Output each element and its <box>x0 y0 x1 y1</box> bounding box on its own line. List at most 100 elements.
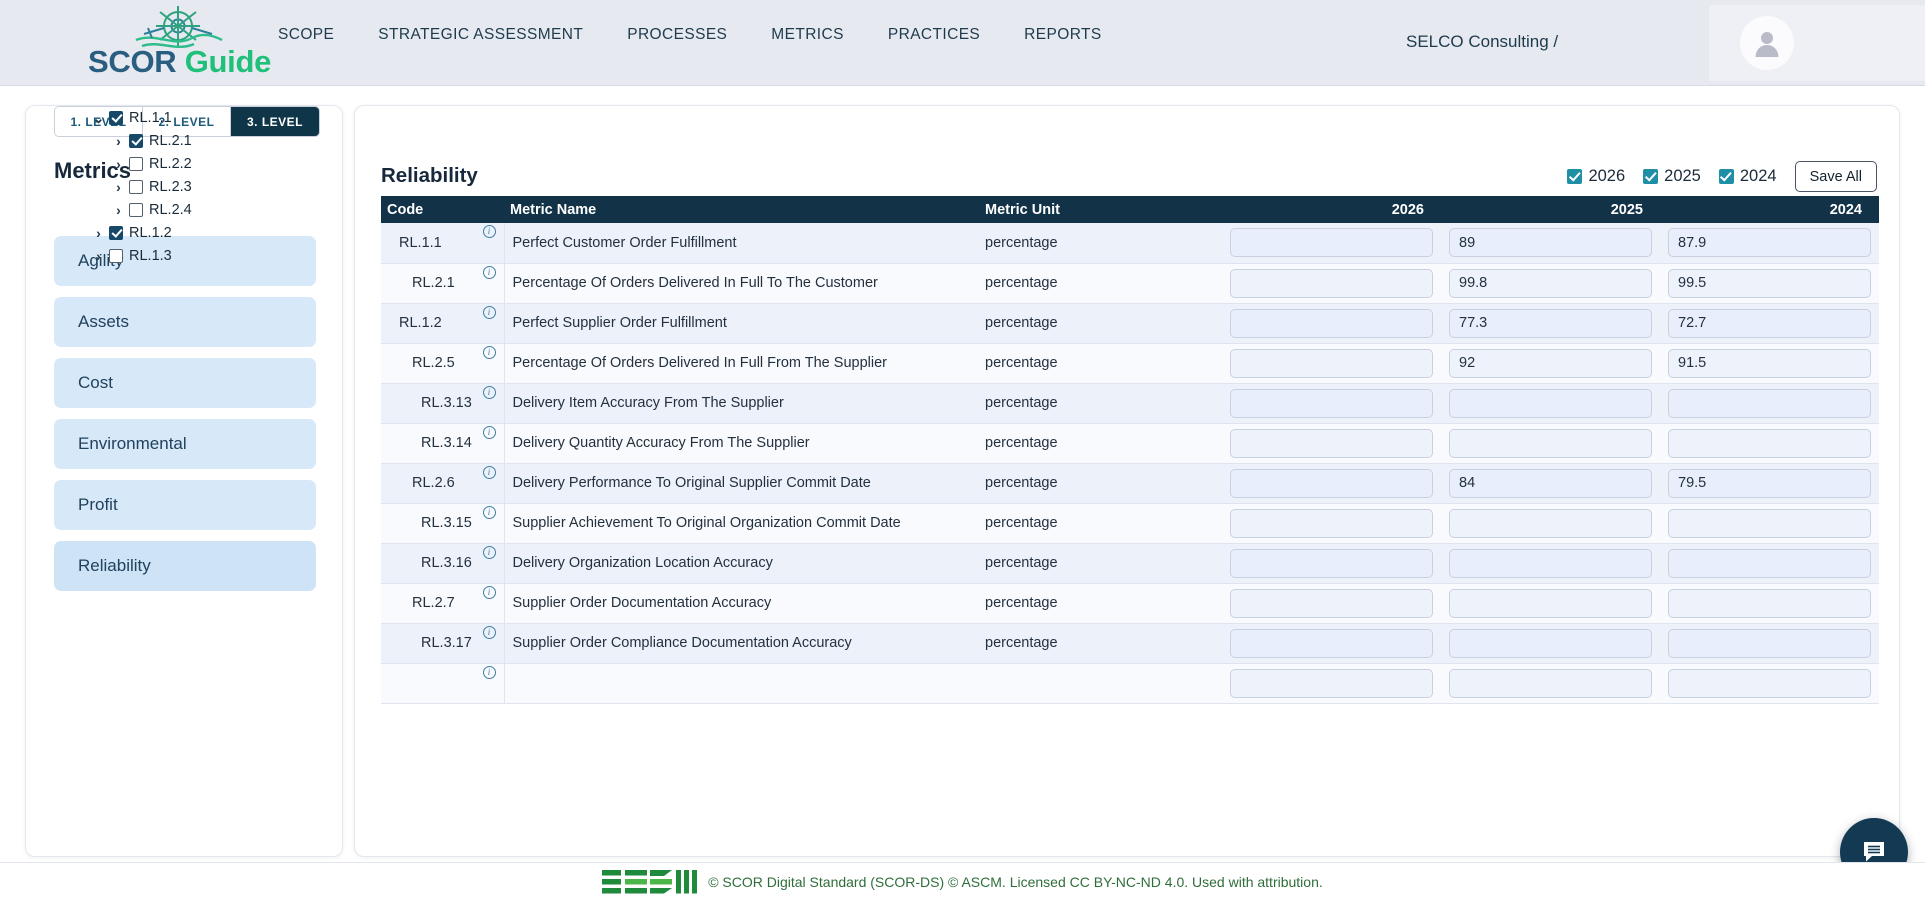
value-input-2026[interactable] <box>1230 428 1433 458</box>
info-icon[interactable]: i <box>482 545 496 559</box>
year-filter-2025[interactable]: 2025 <box>1643 167 1701 186</box>
value-input-2025[interactable] <box>1449 388 1652 418</box>
tree-item-rl-2-1[interactable]: › RL.2.1 <box>72 129 322 152</box>
tree-item-rl-2-4[interactable]: › RL.2.4 <box>72 198 322 221</box>
value-input-2026[interactable] <box>1230 468 1433 498</box>
value-input-2026[interactable] <box>1230 628 1433 658</box>
value-input-2025[interactable] <box>1449 668 1652 698</box>
sidebar-item-agility[interactable]: Agility <box>54 236 316 286</box>
table-row[interactable]: RL.3.13 i Delivery Item Accuracy From The … <box>381 383 1879 424</box>
info-icon[interactable]: i <box>482 345 496 359</box>
save-all-button[interactable]: Save All <box>1794 161 1877 192</box>
tree-checkbox-rl-2-1[interactable] <box>129 133 143 148</box>
value-input-2024[interactable] <box>1668 268 1871 298</box>
nav-scope[interactable]: SCOPE <box>278 26 335 43</box>
info-icon[interactable]: i <box>482 425 496 439</box>
value-input-2024[interactable] <box>1668 668 1871 698</box>
sidebar-item-environmental[interactable]: Environmental <box>54 419 316 469</box>
table-row[interactable]: RL.2.5 i Percentage Of Orders Delivered In… <box>381 343 1879 384</box>
tree-checkbox-rl-2-2[interactable] <box>129 156 143 171</box>
chevron-right-icon[interactable]: › <box>96 247 101 264</box>
tree-item-rl-1-3[interactable]: › RL.1.3 <box>72 244 322 267</box>
tree-checkbox-rl-1-3[interactable] <box>109 248 123 263</box>
value-input-2024[interactable] <box>1668 308 1871 338</box>
chevron-right-icon[interactable]: › <box>116 201 121 218</box>
value-input-2025[interactable] <box>1449 228 1652 258</box>
value-input-2024[interactable] <box>1668 428 1871 458</box>
tree-checkbox-rl-2-4[interactable] <box>129 202 143 217</box>
nav-reports[interactable]: REPORTS <box>1024 26 1102 43</box>
table-row[interactable]: i <box>381 663 1879 704</box>
value-input-2024[interactable] <box>1668 548 1871 578</box>
info-icon[interactable]: i <box>482 265 496 279</box>
table-row[interactable]: RL.3.15 i Supplier Achievement To Original… <box>381 503 1879 544</box>
value-input-2024[interactable] <box>1668 228 1871 258</box>
checkbox-2025[interactable] <box>1643 169 1659 184</box>
table-row[interactable]: RL.2.6 i Delivery Performance To Original … <box>381 463 1879 504</box>
tab-level-2[interactable]: 2. LEVEL <box>143 107 231 136</box>
value-input-2025[interactable] <box>1449 548 1652 578</box>
value-input-2026[interactable] <box>1230 548 1433 578</box>
table-row[interactable]: RL.3.17 i Supplier Order Compliance Docume… <box>381 623 1879 664</box>
value-input-2025[interactable] <box>1449 628 1652 658</box>
checkbox-2026[interactable] <box>1567 169 1583 184</box>
value-input-2024[interactable] <box>1668 348 1871 378</box>
organization-name[interactable]: SELCO Consulting / <box>1406 32 1559 51</box>
sidebar-item-assets[interactable]: Assets <box>54 297 316 347</box>
value-input-2025[interactable] <box>1449 468 1652 498</box>
value-input-2026[interactable] <box>1230 668 1433 698</box>
tree-item-rl-1-1[interactable]: ⌄ RL.1.1 <box>72 106 322 129</box>
info-icon[interactable]: i <box>482 465 496 479</box>
table-row[interactable]: RL.1.2 i Perfect Supplier Order Fulfillmen… <box>381 303 1879 344</box>
sidebar-item-cost[interactable]: Cost <box>54 358 316 408</box>
app-logo[interactable]: SCOR Guide <box>88 4 271 82</box>
chevron-down-icon[interactable]: ⌄ <box>92 109 105 126</box>
nav-metrics[interactable]: METRICS <box>771 26 844 43</box>
sidebar-item-profit[interactable]: Profit <box>54 480 316 530</box>
info-icon[interactable]: i <box>482 305 496 319</box>
value-input-2024[interactable] <box>1668 468 1871 498</box>
table-row[interactable]: RL.3.16 i Delivery Organization Location A… <box>381 543 1879 584</box>
value-input-2026[interactable] <box>1230 588 1433 618</box>
tree-checkbox-rl-1-2[interactable] <box>109 225 123 240</box>
value-input-2025[interactable] <box>1449 508 1652 538</box>
value-input-2026[interactable] <box>1230 308 1433 338</box>
info-icon[interactable]: i <box>482 225 496 238</box>
chevron-right-icon[interactable]: › <box>116 178 121 195</box>
tree-item-rl-2-2[interactable]: › RL.2.2 <box>72 152 322 175</box>
table-row[interactable]: RL.2.7 i Supplier Order Documentation Accu… <box>381 583 1879 624</box>
metrics-table-container[interactable]: Code Metric Name Metric Unit 2026 2025 2… <box>381 196 1879 781</box>
info-icon[interactable]: i <box>482 585 496 599</box>
checkbox-2024[interactable] <box>1718 169 1734 184</box>
tree-checkbox-rl-1-1[interactable] <box>109 110 123 125</box>
info-icon[interactable]: i <box>482 665 496 679</box>
chevron-right-icon[interactable]: › <box>96 224 101 241</box>
table-row[interactable]: RL.2.1 i Percentage Of Orders Delivered In… <box>381 263 1879 304</box>
table-row[interactable]: RL.1.1 i Perfect Customer Order Fulfillmen… <box>381 223 1879 264</box>
value-input-2025[interactable] <box>1449 588 1652 618</box>
sidebar-item-reliability[interactable]: Reliability <box>54 541 316 591</box>
nav-processes[interactable]: PROCESSES <box>627 26 728 43</box>
value-input-2026[interactable] <box>1230 268 1433 298</box>
tree-checkbox-rl-2-3[interactable] <box>129 179 143 194</box>
account-area[interactable] <box>1709 5 1925 81</box>
tab-level-3[interactable]: 3. LEVEL <box>231 107 319 136</box>
value-input-2025[interactable] <box>1449 268 1652 298</box>
avatar[interactable] <box>1740 16 1794 70</box>
nav-strategic-assessment[interactable]: STRATEGIC ASSESSMENT <box>378 26 584 43</box>
year-filter-2024[interactable]: 2024 <box>1718 167 1777 186</box>
tree-item-rl-2-3[interactable]: › RL.2.3 <box>72 175 322 198</box>
year-filter-2026[interactable]: 2026 <box>1567 167 1625 186</box>
info-icon[interactable]: i <box>482 625 496 639</box>
chevron-right-icon[interactable]: › <box>116 132 121 149</box>
info-icon[interactable]: i <box>482 505 496 519</box>
value-input-2024[interactable] <box>1668 628 1871 658</box>
info-icon[interactable]: i <box>482 385 496 399</box>
value-input-2024[interactable] <box>1668 588 1871 618</box>
value-input-2025[interactable] <box>1449 308 1652 338</box>
value-input-2025[interactable] <box>1449 348 1652 378</box>
tree-item-rl-1-2[interactable]: › RL.1.2 <box>72 221 322 244</box>
value-input-2026[interactable] <box>1230 388 1433 418</box>
table-row[interactable]: RL.3.14 i Delivery Quantity Accuracy From … <box>381 423 1879 464</box>
value-input-2026[interactable] <box>1230 228 1433 258</box>
